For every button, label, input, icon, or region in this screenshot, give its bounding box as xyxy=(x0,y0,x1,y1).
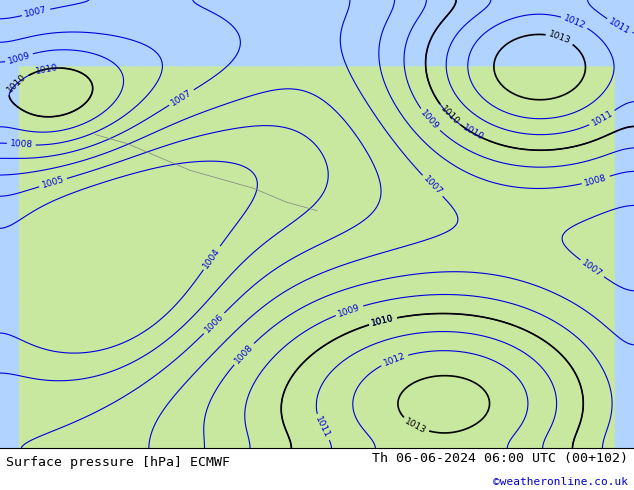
Text: 1012: 1012 xyxy=(382,351,406,368)
Text: 1007: 1007 xyxy=(580,258,604,279)
Text: 1004: 1004 xyxy=(202,246,222,270)
Text: 1013: 1013 xyxy=(403,416,428,435)
Text: 1011: 1011 xyxy=(607,17,631,37)
Text: 1009: 1009 xyxy=(7,50,32,66)
Text: Surface pressure [hPa] ECMWF: Surface pressure [hPa] ECMWF xyxy=(6,456,230,469)
Text: ©weatheronline.co.uk: ©weatheronline.co.uk xyxy=(493,477,628,487)
Text: 1008: 1008 xyxy=(10,139,33,149)
Text: 1010: 1010 xyxy=(371,314,395,328)
Text: 1008: 1008 xyxy=(233,343,255,366)
Text: 1011: 1011 xyxy=(590,109,614,128)
Text: 1010: 1010 xyxy=(34,63,59,75)
Text: 1012: 1012 xyxy=(562,13,587,30)
Text: 1010: 1010 xyxy=(371,314,395,328)
Text: 1007: 1007 xyxy=(24,5,48,19)
Text: 1010: 1010 xyxy=(461,123,485,143)
Text: 1007: 1007 xyxy=(422,174,444,197)
Text: 1010: 1010 xyxy=(438,104,461,126)
Text: 1007: 1007 xyxy=(169,88,193,107)
Text: 1013: 1013 xyxy=(547,30,572,46)
Text: Th 06-06-2024 06:00 UTC (00+102): Th 06-06-2024 06:00 UTC (00+102) xyxy=(372,452,628,466)
Text: 1011: 1011 xyxy=(313,415,332,440)
Text: 1009: 1009 xyxy=(419,108,441,132)
Text: 1006: 1006 xyxy=(203,312,226,335)
Text: 1009: 1009 xyxy=(337,302,361,318)
Text: 1008: 1008 xyxy=(583,173,608,188)
Text: 1010: 1010 xyxy=(6,73,29,95)
Text: 1005: 1005 xyxy=(41,175,65,190)
